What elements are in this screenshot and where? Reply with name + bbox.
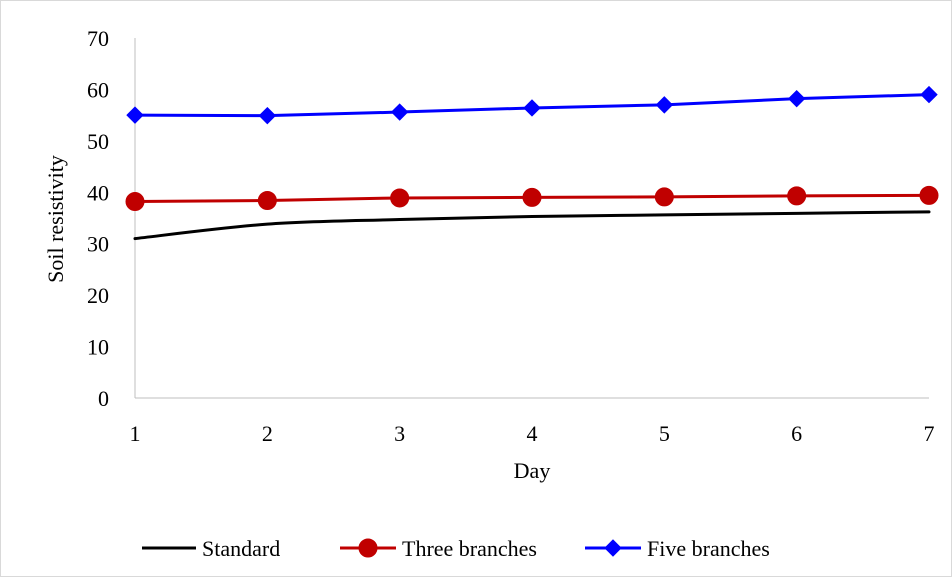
x-axis-title: Day: [514, 458, 551, 483]
data-point-three-branches: [257, 191, 277, 211]
legend-label: Three branches: [402, 536, 537, 561]
y-tick-label: 60: [87, 77, 109, 102]
legend-item-standard: Standard: [142, 536, 280, 561]
data-point-five-branches: [655, 96, 674, 114]
series-line-standard: [133, 210, 931, 241]
data-point-three-branches: [919, 185, 939, 205]
data-point-five-branches: [258, 106, 277, 125]
legend-item-three-branches: Three branches: [340, 536, 537, 561]
y-axis: 0 10 20 30 40 50 60 70: [87, 26, 136, 411]
legend-swatch-marker: [358, 538, 378, 558]
data-point-three-branches: [522, 187, 542, 207]
x-tick-label: 6: [791, 421, 802, 446]
data-point-three-branches: [654, 187, 674, 207]
legend-item-five-branches: Five branches: [585, 536, 770, 561]
x-tick-label: 4: [527, 421, 538, 446]
data-point-five-branches: [920, 85, 938, 104]
y-tick-label: 10: [87, 335, 109, 360]
y-tick-label: 70: [87, 26, 109, 51]
series-three-branches: [125, 185, 939, 212]
data-point-three-branches: [787, 186, 807, 206]
x-tick-label: 7: [924, 421, 935, 446]
plot-area: [125, 85, 939, 241]
x-tick-label: 3: [394, 421, 405, 446]
legend: Standard Three branches Five branches: [142, 536, 770, 561]
y-tick-label: 20: [87, 283, 109, 308]
data-point-three-branches: [125, 192, 145, 212]
data-point-five-branches: [523, 99, 541, 117]
x-axis: 1 2 3 4 5 6 7: [130, 397, 935, 446]
legend-label: Standard: [202, 536, 280, 561]
y-tick-label: 50: [87, 129, 109, 154]
data-point-five-branches: [126, 106, 144, 124]
y-axis-title: Soil resistivity: [43, 155, 68, 283]
series-standard: [133, 210, 931, 241]
legend-swatch-marker: [604, 539, 622, 557]
x-tick-label: 2: [262, 421, 273, 446]
data-point-five-branches: [787, 89, 806, 108]
series-five-branches: [126, 85, 938, 125]
legend-label: Five branches: [647, 536, 770, 561]
y-tick-label: 30: [87, 232, 109, 257]
data-point-five-branches: [390, 103, 409, 121]
x-tick-label: 5: [659, 421, 670, 446]
y-tick-label: 0: [98, 386, 109, 411]
data-point-three-branches: [390, 188, 410, 208]
x-tick-label: 1: [130, 421, 141, 446]
y-tick-label: 40: [87, 180, 109, 205]
